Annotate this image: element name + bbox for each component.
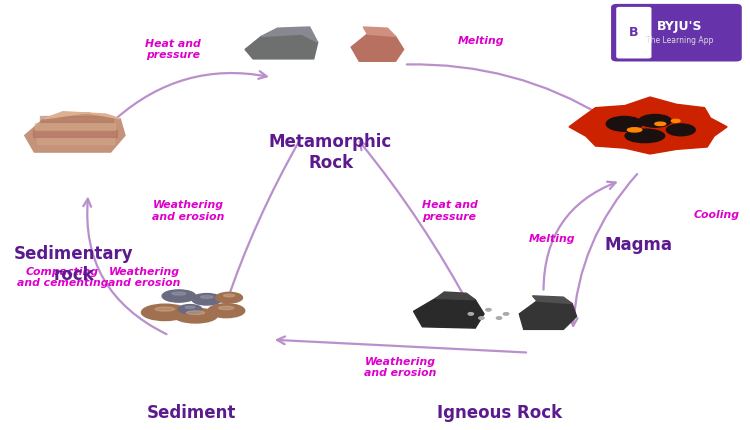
Ellipse shape — [142, 304, 188, 320]
Text: Weathering
and erosion: Weathering and erosion — [364, 357, 436, 378]
Ellipse shape — [503, 313, 509, 315]
Text: Sedimentary
rock: Sedimentary rock — [13, 245, 134, 284]
Polygon shape — [351, 34, 404, 61]
Polygon shape — [35, 123, 116, 129]
Text: Cooling: Cooling — [694, 210, 740, 220]
Ellipse shape — [639, 114, 671, 127]
Ellipse shape — [219, 306, 234, 310]
Ellipse shape — [628, 128, 642, 132]
Polygon shape — [40, 116, 112, 123]
Text: Igneous Rock: Igneous Rock — [437, 404, 562, 422]
Polygon shape — [436, 292, 476, 300]
Polygon shape — [519, 301, 577, 329]
Ellipse shape — [187, 311, 205, 314]
Text: Heat and
pressure: Heat and pressure — [145, 39, 200, 60]
Ellipse shape — [200, 295, 213, 298]
Polygon shape — [261, 27, 318, 43]
Ellipse shape — [208, 304, 245, 318]
Polygon shape — [245, 34, 318, 59]
Ellipse shape — [162, 290, 196, 302]
Polygon shape — [33, 130, 117, 137]
Ellipse shape — [174, 308, 217, 323]
Text: Compacting
and cementing: Compacting and cementing — [16, 267, 108, 288]
Polygon shape — [532, 296, 572, 304]
Ellipse shape — [172, 292, 186, 295]
Polygon shape — [25, 113, 125, 152]
Ellipse shape — [192, 294, 222, 305]
Ellipse shape — [606, 117, 642, 131]
Text: The Learning App: The Learning App — [646, 37, 713, 45]
Text: Melting: Melting — [458, 36, 504, 46]
Ellipse shape — [655, 122, 666, 126]
Ellipse shape — [486, 308, 491, 311]
FancyBboxPatch shape — [616, 7, 652, 58]
Ellipse shape — [216, 292, 242, 303]
Ellipse shape — [625, 129, 664, 143]
Ellipse shape — [496, 317, 502, 319]
Polygon shape — [569, 97, 727, 154]
Text: Weathering
and erosion: Weathering and erosion — [152, 200, 224, 221]
Polygon shape — [413, 298, 484, 328]
Text: Weathering
and erosion: Weathering and erosion — [108, 267, 180, 288]
Ellipse shape — [178, 304, 202, 313]
Text: Melting: Melting — [529, 233, 575, 244]
Ellipse shape — [478, 317, 484, 319]
Ellipse shape — [468, 313, 473, 315]
Ellipse shape — [185, 306, 195, 308]
Ellipse shape — [155, 307, 175, 311]
Ellipse shape — [224, 294, 235, 297]
Text: Heat and
pressure: Heat and pressure — [422, 200, 478, 221]
Text: B: B — [629, 26, 638, 39]
Polygon shape — [44, 112, 120, 119]
Text: Magma: Magma — [605, 237, 673, 255]
Text: Metamorphic
Rock: Metamorphic Rock — [269, 133, 392, 172]
Polygon shape — [37, 137, 115, 144]
Polygon shape — [363, 27, 395, 37]
Ellipse shape — [667, 124, 695, 136]
Text: Sediment: Sediment — [146, 404, 236, 422]
Text: BYJU'S: BYJU'S — [656, 20, 702, 33]
Ellipse shape — [671, 120, 680, 122]
FancyBboxPatch shape — [611, 4, 742, 61]
